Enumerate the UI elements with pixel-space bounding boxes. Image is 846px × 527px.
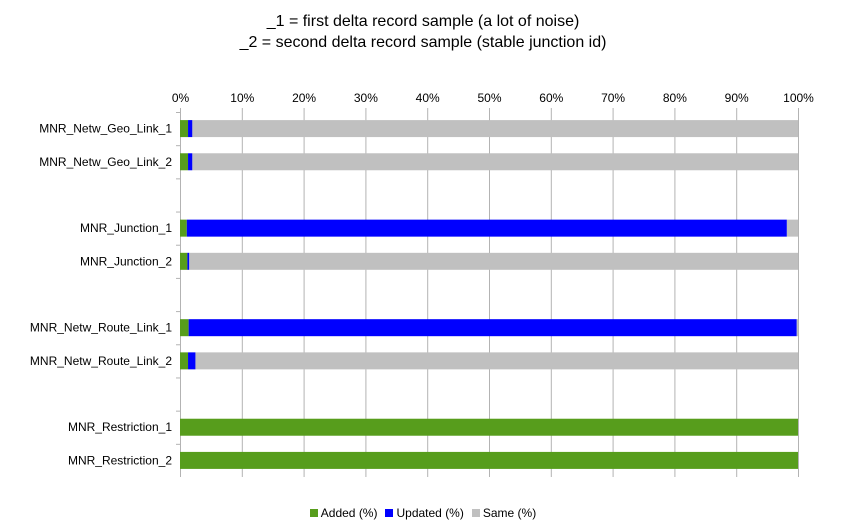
chart-title: _1 = first delta record sample (a lot of…	[266, 13, 580, 30]
x-tick-label: 80%	[663, 91, 687, 105]
bar-segment	[192, 120, 799, 138]
bar-segment	[192, 153, 799, 171]
bar-segment	[180, 451, 798, 469]
x-tick-label: 90%	[725, 91, 749, 105]
x-tick-label: 50%	[477, 91, 501, 105]
legend-swatch	[471, 509, 480, 517]
legend-item: Same (%)	[471, 506, 537, 520]
legend-label: Added (%)	[320, 506, 378, 520]
x-tick-label: 30%	[354, 91, 378, 105]
bar-segment	[786, 219, 798, 237]
y-category-label: MNR_Netw_Route_Link_2	[30, 354, 172, 368]
y-category-label: MNR_Restriction_1	[68, 420, 172, 434]
legend-item: Updated (%)	[385, 506, 464, 520]
bar-segment	[180, 352, 189, 370]
legend-swatch	[309, 509, 318, 517]
bar-segment	[188, 153, 193, 171]
bar-segment	[188, 352, 196, 370]
bar-segment	[180, 418, 798, 436]
x-tick-label: 20%	[292, 91, 316, 105]
bar-segment	[189, 252, 798, 270]
y-category-label: MNR_Netw_Geo_Link_1	[39, 122, 172, 136]
x-tick-label: 70%	[601, 91, 625, 105]
y-category-label: MNR_Junction_2	[80, 254, 172, 268]
bar-segment	[180, 219, 187, 237]
bar-segment	[796, 319, 798, 337]
bar-segment	[180, 252, 188, 270]
bar-segment	[188, 319, 797, 337]
bar-segment	[195, 352, 798, 370]
x-tick-label: 40%	[416, 91, 440, 105]
x-tick-label: 10%	[230, 91, 254, 105]
y-category-label: MNR_Junction_1	[80, 221, 172, 235]
y-category-label: MNR_Restriction_2	[68, 453, 172, 467]
x-tick-label: 100%	[783, 91, 814, 105]
legend-label: Same (%)	[482, 506, 537, 520]
chart-subtitle: _2 = second delta record sample (stable …	[239, 34, 607, 51]
legend-swatch	[385, 509, 394, 517]
bar-segment	[180, 120, 189, 138]
bar-segment	[180, 153, 189, 171]
legend: Added (%) Updated (%) Same (%)	[0, 506, 846, 520]
y-category-label: MNR_Netw_Geo_Link_2	[39, 155, 172, 169]
bar-segment	[186, 219, 787, 237]
bar-segment	[180, 319, 189, 337]
x-tick-label: 0%	[172, 91, 190, 105]
bar-segment	[188, 120, 193, 138]
bar-segment	[187, 252, 190, 270]
legend-item: Added (%)	[309, 506, 378, 520]
x-tick-label: 60%	[539, 91, 563, 105]
legend-label: Updated (%)	[396, 506, 464, 520]
y-category-label: MNR_Netw_Route_Link_1	[30, 321, 172, 335]
